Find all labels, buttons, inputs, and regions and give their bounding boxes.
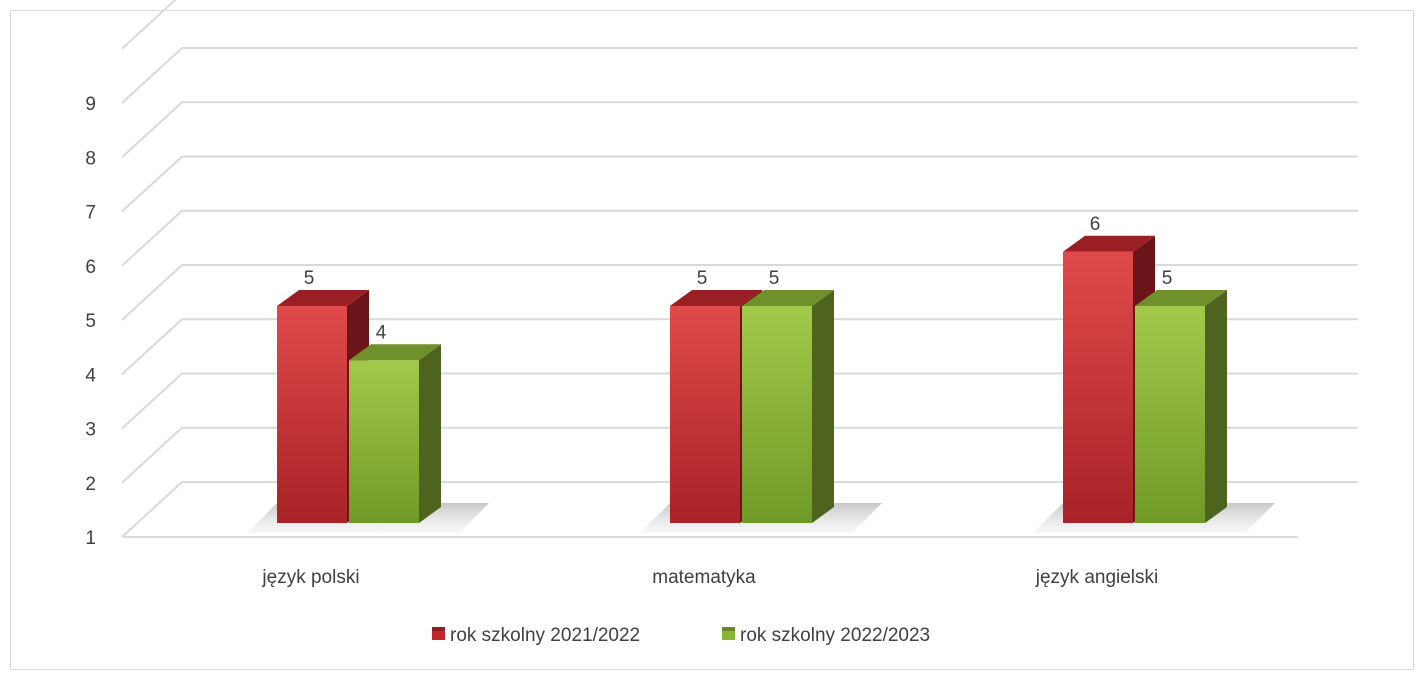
- data-label: 5: [1162, 268, 1173, 289]
- legend-swatch-top: [722, 627, 735, 631]
- x-tick-label: język polski: [261, 567, 359, 588]
- y-tick-label: 2: [85, 474, 96, 495]
- gridline-diagonal: [121, 47, 183, 104]
- y-tick-label: 4: [85, 365, 96, 386]
- bar-front: [1135, 306, 1205, 523]
- legend-label: rok szkolny 2022/2023: [740, 625, 930, 646]
- bar-top: [1063, 235, 1155, 252]
- gridline-diagonal: [121, 264, 183, 321]
- bar-side: [1205, 290, 1227, 523]
- data-label: 5: [697, 268, 708, 289]
- bar-front: [670, 306, 740, 523]
- gridline-diagonal: [121, 210, 183, 267]
- legend-swatch-top: [432, 627, 445, 631]
- bar-top: [349, 344, 441, 361]
- y-tick-label: 7: [85, 203, 96, 224]
- gridline-diagonal: [121, 427, 183, 484]
- legend-item: rok szkolny 2021/2022: [432, 625, 640, 646]
- data-label: 6: [1090, 214, 1101, 235]
- y-axis: 1 2 3 4 5 6 7 8 9: [85, 94, 96, 549]
- bar-side: [812, 290, 834, 523]
- bar-top: [277, 290, 369, 306]
- gridline-diagonal: [121, 0, 177, 50]
- legend-item: rok szkolny 2022/2023: [722, 625, 930, 646]
- bar-front: [1063, 251, 1133, 523]
- gridline-diagonal: [121, 101, 183, 158]
- y-tick-label: 6: [85, 257, 96, 278]
- legend: rok szkolny 2021/2022 rok szkolny 2022/20…: [432, 625, 930, 646]
- legend-label: rok szkolny 2021/2022: [450, 625, 640, 646]
- gridline-diagonal: [121, 372, 183, 430]
- y-tick-label: 8: [85, 148, 96, 169]
- bars: [277, 235, 1227, 523]
- bar-top: [670, 290, 762, 306]
- bar-series-2: [1135, 290, 1227, 523]
- bar-series-2: [742, 290, 834, 523]
- bar-top: [742, 290, 834, 306]
- y-tick-label: 1: [85, 528, 96, 549]
- x-tick-label: matematyka: [652, 567, 756, 588]
- y-tick-label: 9: [85, 94, 96, 115]
- gridline-diagonal: [121, 155, 183, 213]
- bar-series-2: [349, 344, 441, 523]
- y-tick-label: 5: [85, 311, 96, 332]
- x-axis: język polski matematyka język angielski: [261, 567, 1158, 588]
- gridline-diagonal: [121, 481, 183, 538]
- data-label: 5: [304, 268, 315, 289]
- data-label: 4: [376, 322, 387, 343]
- y-tick-label: 3: [85, 420, 96, 441]
- data-label: 5: [769, 268, 780, 289]
- gridline-diagonal: [121, 318, 183, 375]
- data-labels: 5 4 5 5 6 5: [304, 214, 1173, 344]
- bar-front: [349, 360, 419, 523]
- x-tick-label: język angielski: [1035, 567, 1159, 588]
- bar-front: [742, 306, 812, 523]
- bar-top: [1135, 290, 1227, 306]
- bar-side: [419, 344, 441, 523]
- bar-front: [277, 306, 347, 523]
